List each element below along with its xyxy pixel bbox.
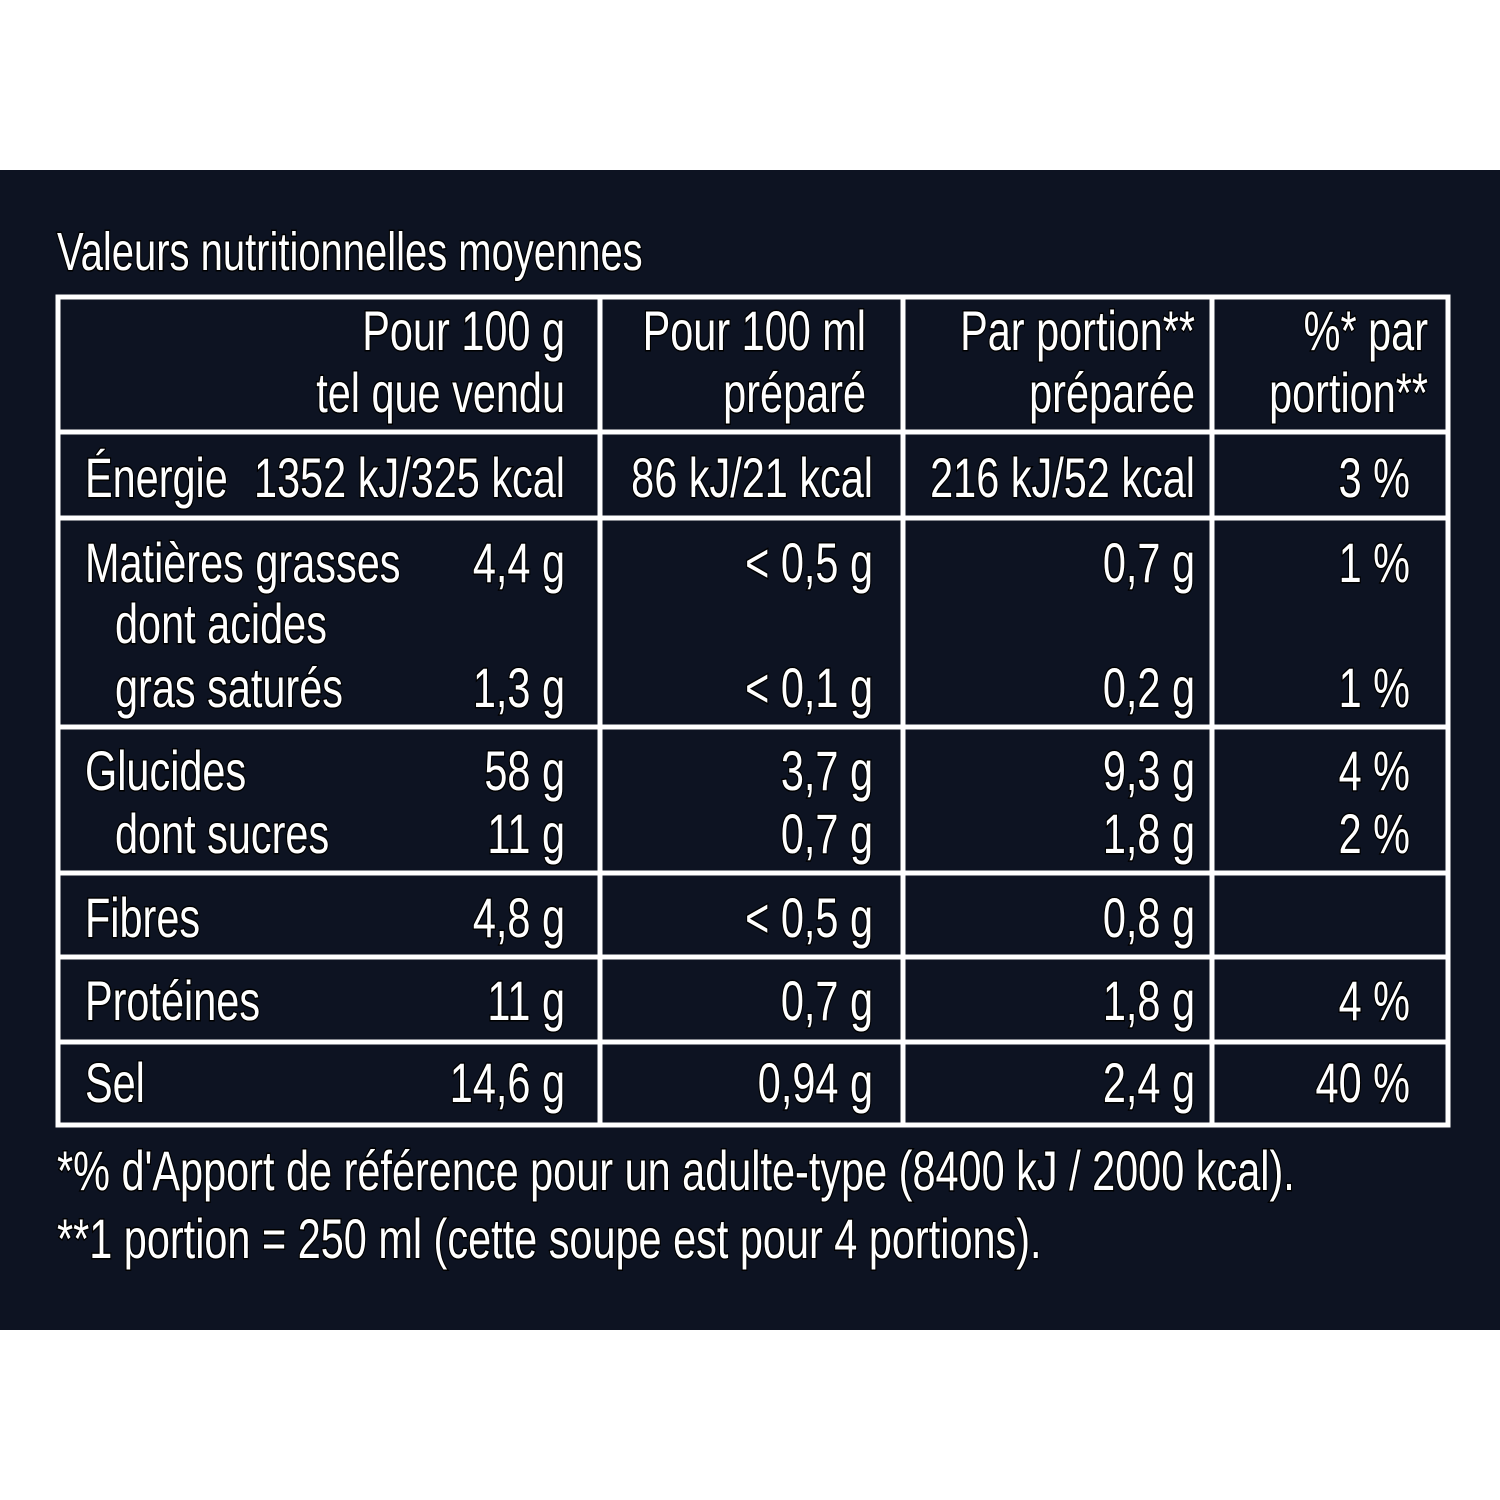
- table-border: [55, 294, 1451, 1128]
- cell-value: 0,94 g: [758, 1052, 873, 1115]
- footnote: *% d'Apport de référence pour un adulte-…: [57, 1140, 1295, 1203]
- cell-value: 14,6 g: [450, 1052, 565, 1115]
- row-label: Énergie: [85, 447, 228, 510]
- cell-value: 0,7 g: [781, 803, 873, 866]
- column-header: préparé: [723, 362, 866, 425]
- cell-value: 9,3 g: [1103, 740, 1195, 803]
- cell-value: 216 kJ/52 kcal: [930, 447, 1195, 510]
- cell-value: 4,4 g: [473, 532, 565, 595]
- cell-value: 0,7 g: [1103, 532, 1195, 595]
- cell-value: 1,8 g: [1103, 803, 1195, 866]
- column-header: Pour 100 g: [362, 300, 565, 363]
- cell-value: 58 g: [484, 740, 565, 803]
- cell-value: 0,8 g: [1103, 887, 1195, 950]
- row-label: Glucides: [85, 740, 246, 803]
- row-label: Sel: [85, 1052, 145, 1115]
- cell-value: 1 %: [1339, 532, 1410, 595]
- column-header: Pour 100 ml: [643, 300, 866, 363]
- cell-value: 11 g: [487, 803, 565, 866]
- cell-value: 86 kJ/21 kcal: [631, 447, 873, 510]
- column-header: %* par: [1304, 300, 1428, 363]
- cell-value: < 0,5 g: [745, 532, 873, 595]
- row-label: gras saturés: [115, 657, 343, 720]
- cell-value: 0,7 g: [781, 970, 873, 1033]
- cell-value: 3 %: [1339, 447, 1410, 510]
- cell-value: 4 %: [1339, 970, 1410, 1033]
- panel: [0, 170, 1500, 1330]
- row-label: dont sucres: [115, 803, 329, 866]
- cell-value: < 0,1 g: [745, 657, 873, 720]
- cell-value: 2,4 g: [1103, 1052, 1195, 1115]
- cell-value: 4 %: [1339, 740, 1410, 803]
- column-header: portion**: [1269, 362, 1428, 425]
- cell-value: 1,8 g: [1103, 970, 1195, 1033]
- column-header: tel que vendu: [316, 362, 565, 425]
- cell-value: 3,7 g: [781, 740, 873, 803]
- cell-value: 11 g: [487, 970, 565, 1033]
- cell-value: < 0,5 g: [745, 887, 873, 950]
- cell-value: 2 %: [1339, 803, 1410, 866]
- cell-value: 4,8 g: [473, 887, 565, 950]
- row-label: Matières grasses: [85, 532, 400, 595]
- footnote: **1 portion = 250 ml (cette soupe est po…: [57, 1208, 1042, 1271]
- cell-value: 40 %: [1316, 1052, 1410, 1115]
- row-label: dont acides: [115, 593, 327, 656]
- cell-value: 0,2 g: [1103, 657, 1195, 720]
- row-label: Fibres: [85, 887, 200, 950]
- column-header: Par portion**: [960, 300, 1195, 363]
- title: Valeurs nutritionnelles moyennes: [57, 222, 643, 282]
- cell-value: 1 %: [1339, 657, 1410, 720]
- cell-value: 1352 kJ/325 kcal: [254, 447, 565, 510]
- column-header: préparée: [1029, 362, 1195, 425]
- row-label: Protéines: [85, 970, 260, 1033]
- cell-value: 1,3 g: [473, 657, 565, 720]
